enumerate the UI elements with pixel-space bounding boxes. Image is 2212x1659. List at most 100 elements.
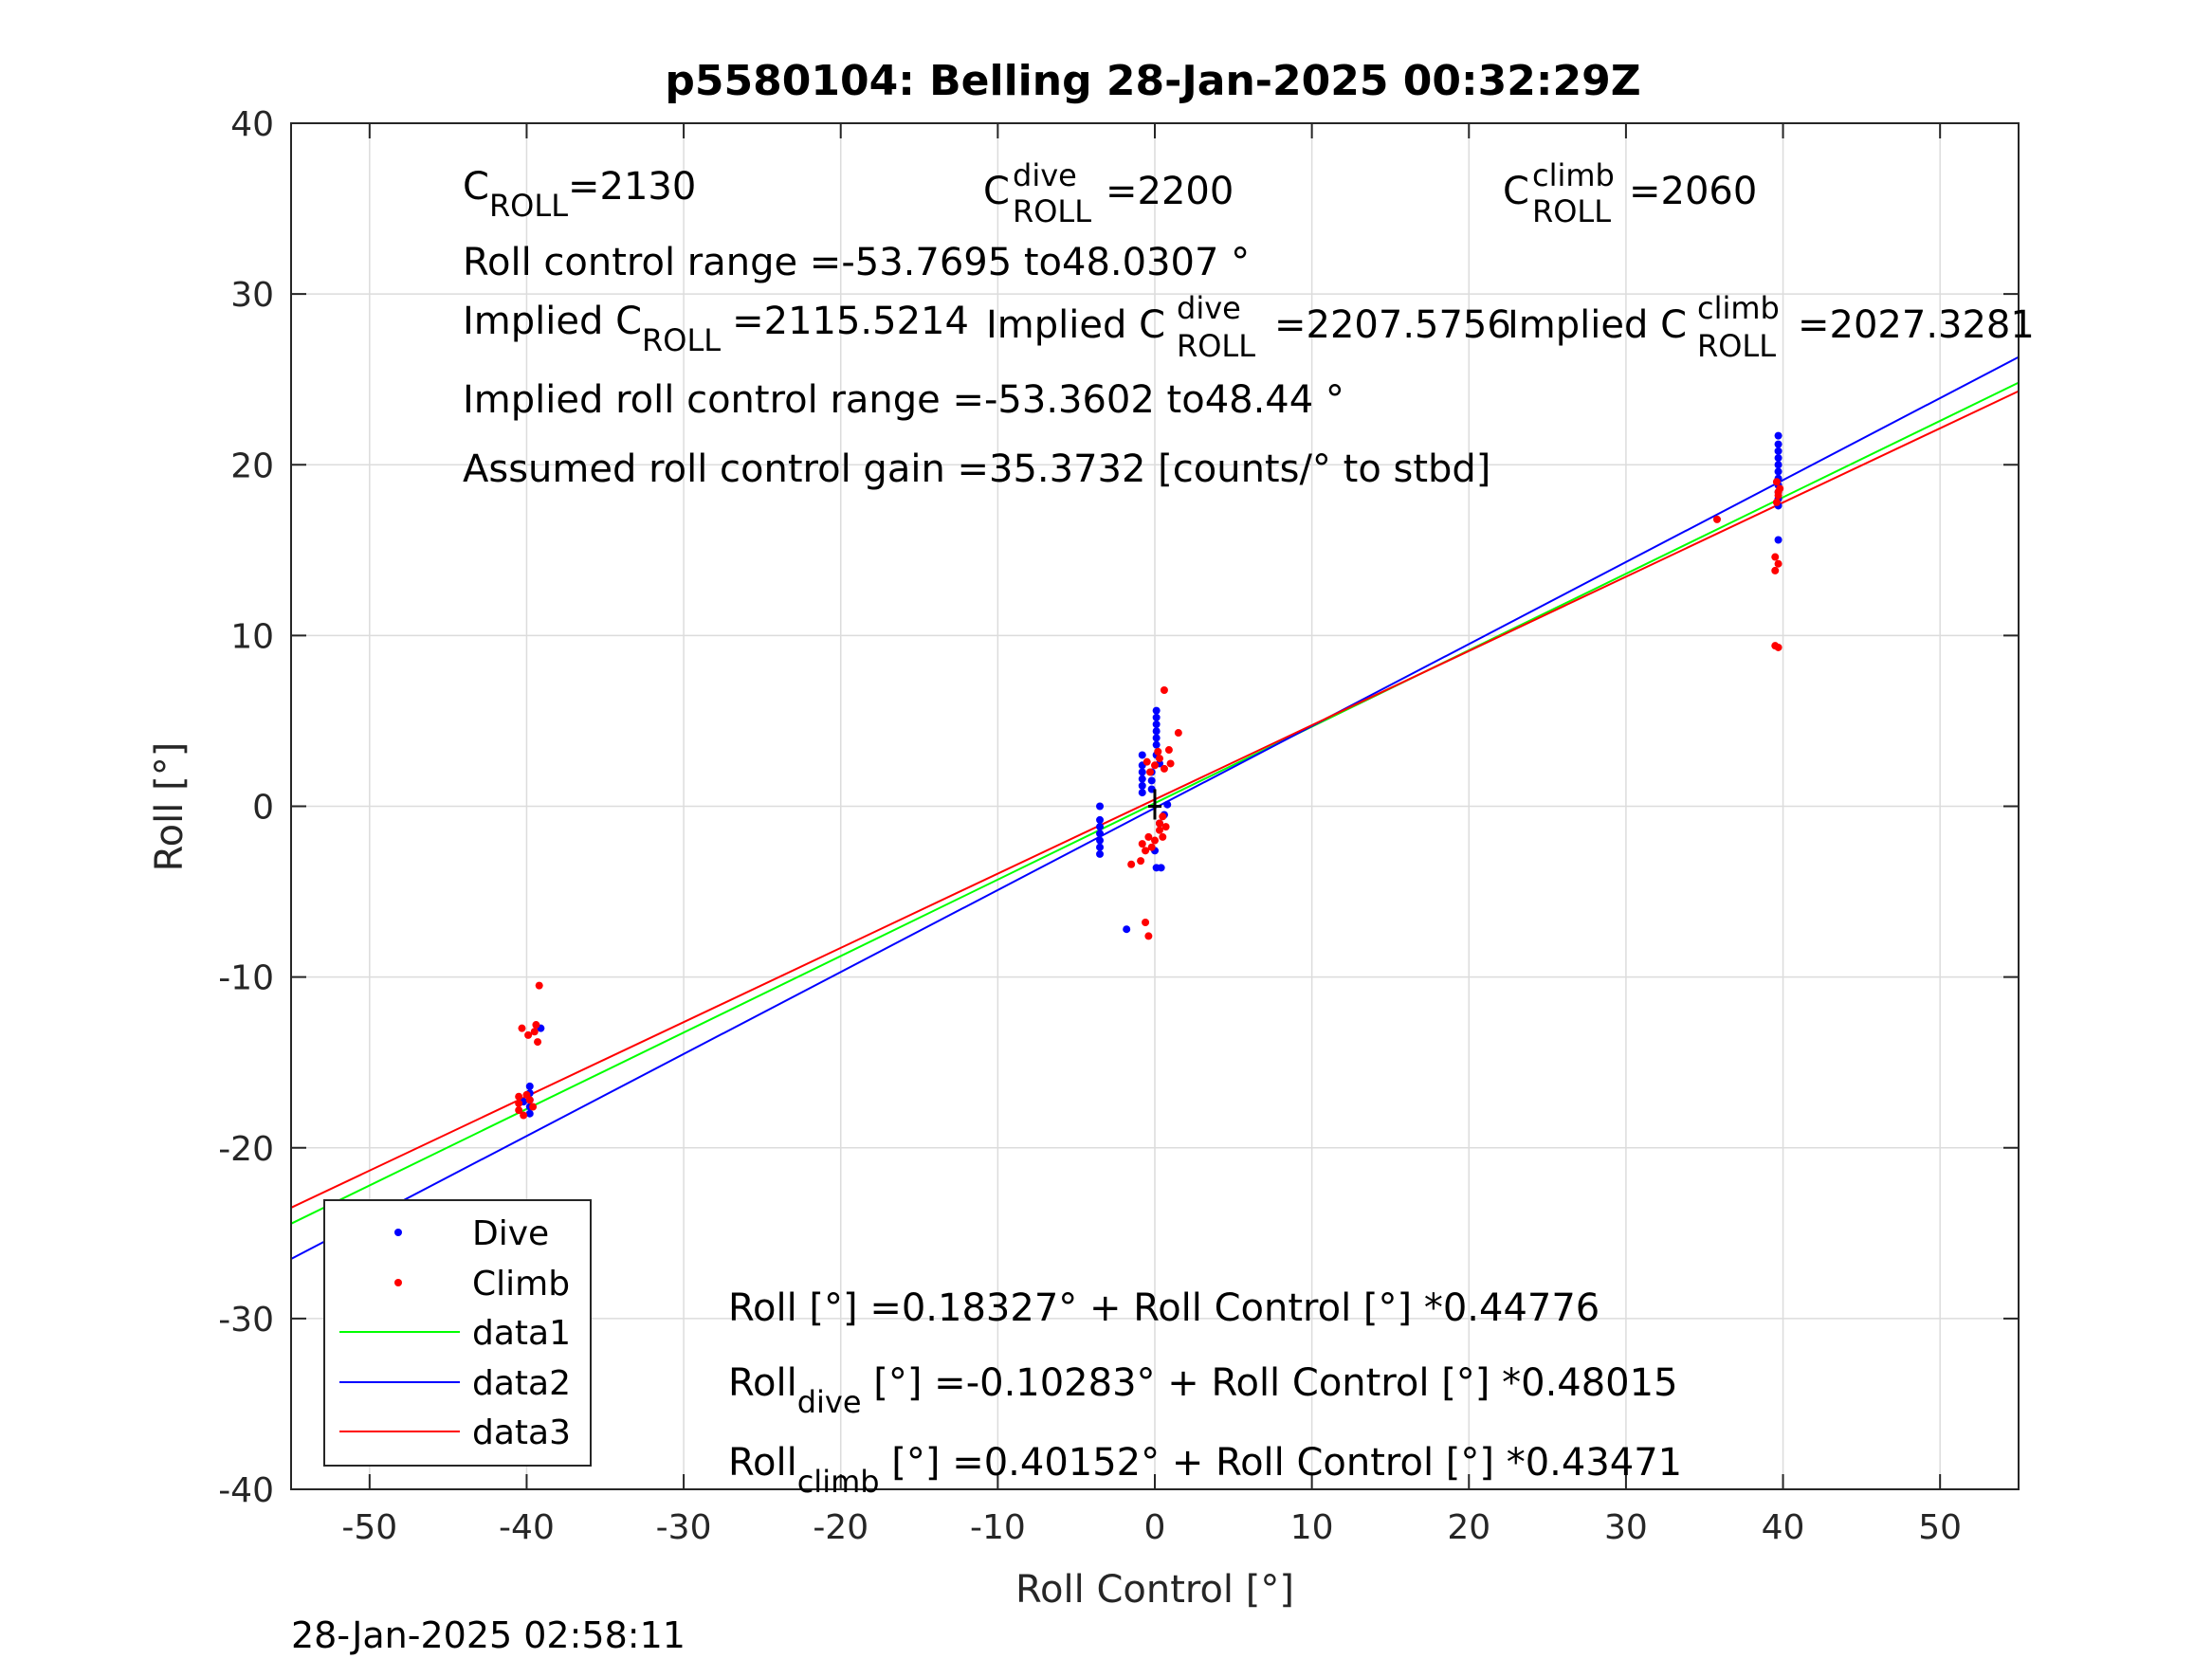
y-tick-label: -40 — [218, 1471, 274, 1510]
climb-point — [1774, 488, 1782, 497]
dive-point — [1152, 740, 1161, 749]
dive-point — [1138, 781, 1146, 790]
y-tick-labels: -40 -30 -20 -10 0 10 20 30 40 — [218, 105, 274, 1510]
climb-point — [524, 1030, 533, 1039]
y-tick-label: -20 — [218, 1130, 274, 1169]
dive-point — [1774, 536, 1782, 544]
legend-marker-climb — [394, 1279, 402, 1286]
implied-c-roll-climb-prefix: Implied C — [1508, 303, 1687, 347]
x-axis-label: Roll Control [°] — [1015, 1568, 1294, 1612]
climb-point — [1174, 729, 1182, 738]
x-tick-label: -30 — [656, 1508, 712, 1547]
climb-point — [1771, 566, 1780, 574]
legend-label: data1 — [472, 1314, 571, 1353]
climb-point — [515, 1106, 523, 1115]
chart-title: p5580104: Belling 28-Jan-2025 00:32:29Z — [665, 57, 1640, 105]
climb-point — [1151, 761, 1159, 770]
dive-point — [1152, 706, 1161, 715]
legend-label: Climb — [472, 1265, 570, 1304]
dive-point — [1138, 789, 1146, 797]
x-tick-label: -20 — [813, 1508, 868, 1547]
dive-point — [1163, 800, 1172, 809]
dive-point — [1774, 431, 1782, 440]
dive-point — [1774, 467, 1782, 476]
climb-point — [1155, 826, 1163, 834]
x-tick-label: 0 — [1144, 1508, 1166, 1547]
y-axis-label: Roll [°] — [148, 742, 192, 872]
dive-point — [1147, 776, 1156, 785]
dive-point — [1123, 925, 1131, 934]
climb-point — [1160, 764, 1168, 773]
ticks — [291, 122, 2019, 1490]
x-tick-label: 50 — [1918, 1508, 1962, 1547]
climb-point — [529, 1103, 538, 1111]
climb-point — [1154, 747, 1162, 756]
climb-point — [1712, 515, 1721, 523]
x-tick-label: 30 — [1604, 1508, 1648, 1547]
dive-point — [1096, 836, 1105, 845]
implied-c-roll-dive-prefix: Implied C — [986, 303, 1165, 347]
legend-label: data2 — [472, 1364, 571, 1403]
legend-label: Dive — [472, 1214, 549, 1253]
c-roll-climb-annotation: C — [1503, 170, 1529, 213]
climb-point — [518, 1024, 526, 1032]
climb-point — [1142, 918, 1150, 926]
climb-point — [520, 1111, 528, 1120]
climb-point — [534, 1038, 542, 1047]
legend-marker-dive — [394, 1229, 402, 1236]
x-tick-label: 20 — [1447, 1508, 1490, 1547]
dive-point — [1774, 454, 1782, 463]
dive-point — [1096, 802, 1105, 811]
dive-point — [1152, 734, 1161, 742]
climb-point — [1159, 832, 1167, 841]
c-roll-climb-value: =2060 — [1629, 170, 1757, 213]
climb-point — [1774, 643, 1782, 651]
climb-point — [535, 981, 543, 990]
fit-climb-equation: Rollclimb [°] =0.40152° + Roll Control [… — [728, 1441, 1682, 1500]
dive-point — [1096, 830, 1105, 838]
y-tick-label: 40 — [230, 105, 274, 144]
climb-point — [532, 1021, 540, 1030]
climb-point — [530, 1028, 539, 1036]
c-roll-climb-sub: ROLL — [1532, 193, 1611, 229]
climb-point — [1147, 843, 1156, 851]
climb-point — [1146, 768, 1155, 776]
c-roll-dive-sub: ROLL — [1013, 193, 1091, 229]
dive-point — [1096, 843, 1105, 851]
c-roll-dive-value: =2200 — [1106, 170, 1234, 213]
legend: Dive Climb data1 data2 data3 — [323, 1199, 592, 1467]
implied-range-annotation: Implied roll control range =-53.3602 to4… — [463, 378, 1344, 422]
climb-point — [1155, 755, 1163, 763]
legend-label: data3 — [472, 1413, 571, 1452]
climb-point — [1138, 840, 1146, 848]
climb-point — [1774, 559, 1782, 568]
x-tick-label: 10 — [1290, 1508, 1334, 1547]
dive-point — [1152, 713, 1161, 721]
y-tick-label: 0 — [252, 789, 274, 828]
x-tick-label: -10 — [970, 1508, 1026, 1547]
climb-point — [525, 1096, 534, 1104]
y-tick-label: 30 — [230, 276, 274, 315]
dive-point — [1157, 864, 1165, 872]
c-roll-annotation: CROLL=2130 — [463, 165, 696, 224]
climb-point — [1142, 847, 1150, 855]
x-tick-label: -40 — [499, 1508, 555, 1547]
climb-point — [1155, 819, 1163, 828]
dive-point — [1096, 815, 1105, 824]
dive-point — [1138, 768, 1146, 776]
climb-point — [1144, 832, 1153, 841]
y-tick-label: -30 — [218, 1301, 274, 1340]
climb-point — [1164, 746, 1173, 755]
climb-point — [1772, 498, 1781, 506]
gain-annotation: Assumed roll control gain =35.3732 [coun… — [463, 447, 1490, 491]
roll-range-annotation: Roll control range =-53.7695 to48.0307 ° — [463, 241, 1250, 284]
dive-point — [1774, 440, 1782, 448]
climb-point — [1772, 478, 1781, 486]
c-roll-dive-sup: dive — [1013, 157, 1077, 193]
climb-point — [1151, 836, 1159, 845]
dive-point — [1096, 823, 1105, 831]
dive-point — [1774, 461, 1782, 469]
y-tick-label: -10 — [218, 959, 274, 998]
climb-point — [1159, 812, 1167, 821]
